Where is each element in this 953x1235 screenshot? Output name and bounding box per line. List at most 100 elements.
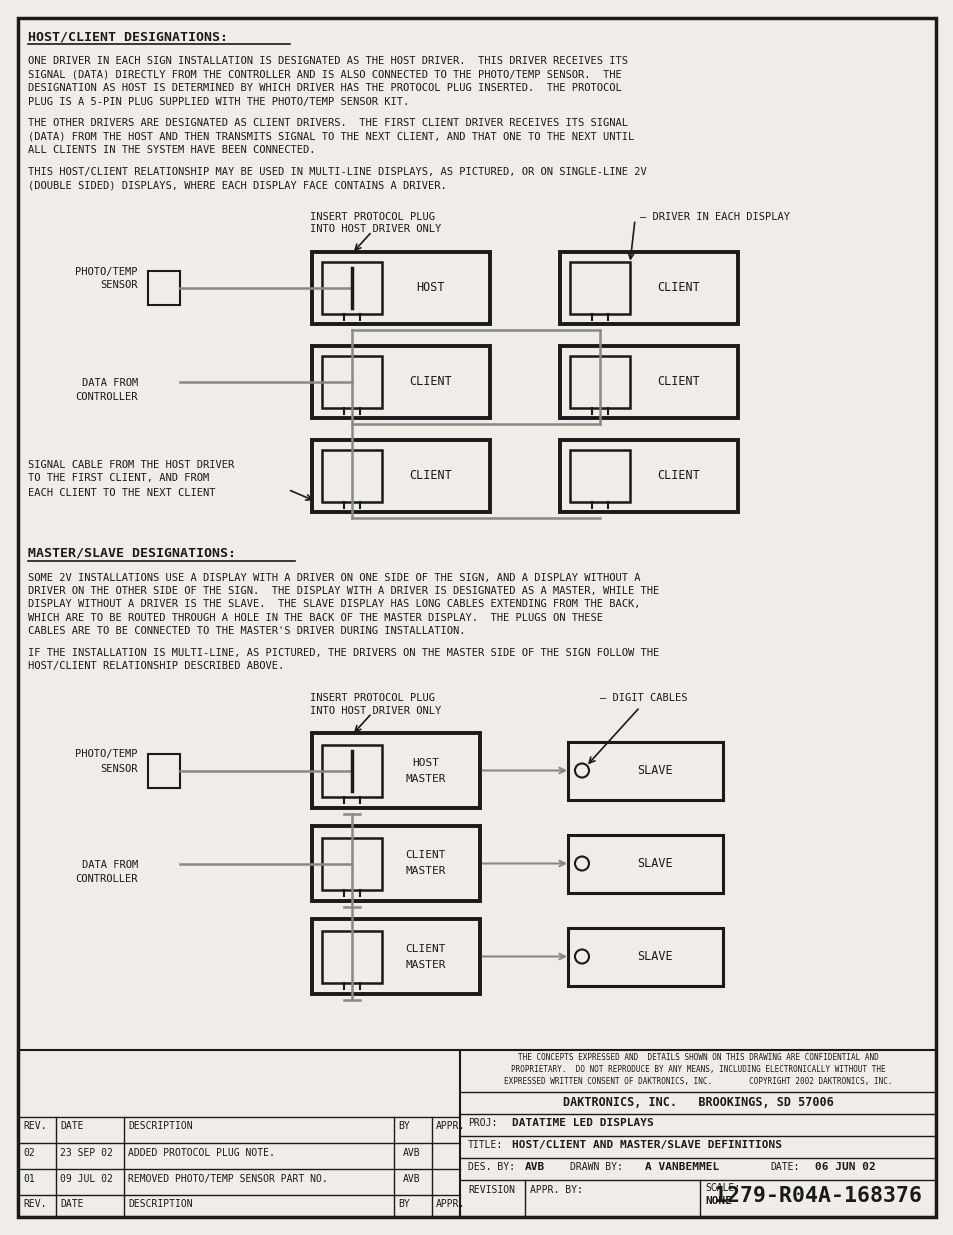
Bar (312, 346, 490, 417)
Text: — DIGIT CABLES: — DIGIT CABLES (599, 693, 687, 703)
Text: CLIENT: CLIENT (409, 375, 452, 388)
Text: THIS HOST/CLIENT RELATIONSHIP MAY BE USED IN MULTI-LINE DISPLAYS, AS PICTURED, O: THIS HOST/CLIENT RELATIONSHIP MAY BE USE… (28, 167, 646, 177)
Text: INTO HOST DRIVER ONLY: INTO HOST DRIVER ONLY (310, 225, 441, 235)
Text: EACH CLIENT TO THE NEXT CLIENT: EACH CLIENT TO THE NEXT CLIENT (28, 488, 215, 498)
Text: CLIENT: CLIENT (657, 375, 700, 388)
Text: PHOTO/TEMP: PHOTO/TEMP (75, 750, 138, 760)
Bar (322, 745, 381, 797)
Bar (322, 450, 381, 501)
Text: DATA FROM: DATA FROM (82, 378, 138, 388)
Text: PHOTO/TEMP: PHOTO/TEMP (75, 267, 138, 277)
Text: CONTROLLER: CONTROLLER (75, 873, 138, 883)
Text: SENSOR: SENSOR (100, 280, 138, 290)
Text: IF THE INSTALLATION IS MULTI-LINE, AS PICTURED, THE DRIVERS ON THE MASTER SIDE O: IF THE INSTALLATION IS MULTI-LINE, AS PI… (28, 648, 659, 658)
Text: REV.: REV. (23, 1199, 47, 1209)
Text: AVB: AVB (402, 1174, 420, 1184)
Text: HOST: HOST (416, 282, 445, 294)
Text: BY: BY (397, 1199, 410, 1209)
Text: 01: 01 (23, 1174, 34, 1184)
Text: THE OTHER DRIVERS ARE DESIGNATED AS CLIENT DRIVERS.  THE FIRST CLIENT DRIVER REC: THE OTHER DRIVERS ARE DESIGNATED AS CLIE… (28, 119, 627, 128)
Text: A VANBEMMEL: A VANBEMMEL (644, 1162, 719, 1172)
Text: TITLE:: TITLE: (468, 1140, 503, 1150)
Bar (322, 262, 381, 314)
Bar (567, 835, 722, 893)
Bar (567, 927, 722, 986)
Bar (312, 440, 490, 511)
Text: BY: BY (397, 1121, 410, 1131)
Text: HOST/CLIENT RELATIONSHIP DESCRIBED ABOVE.: HOST/CLIENT RELATIONSHIP DESCRIBED ABOVE… (28, 662, 284, 672)
Text: 1279-R04A-168376: 1279-R04A-168376 (713, 1186, 921, 1207)
Bar (312, 826, 479, 902)
Text: THE CONCEPTS EXPRESSED AND  DETAILS SHOWN ON THIS DRAWING ARE CONFIDENTIAL AND: THE CONCEPTS EXPRESSED AND DETAILS SHOWN… (517, 1053, 878, 1062)
Text: AVB: AVB (524, 1162, 545, 1172)
Text: DATE:: DATE: (769, 1162, 799, 1172)
Bar (312, 919, 479, 994)
Text: — DRIVER IN EACH DISPLAY: — DRIVER IN EACH DISPLAY (639, 211, 789, 221)
Text: CLIENT: CLIENT (405, 851, 446, 861)
Text: SIGNAL CABLE FROM THE HOST DRIVER: SIGNAL CABLE FROM THE HOST DRIVER (28, 459, 234, 469)
Text: CABLES ARE TO BE CONNECTED TO THE MASTER'S DRIVER DURING INSTALLATION.: CABLES ARE TO BE CONNECTED TO THE MASTER… (28, 626, 465, 636)
Bar (569, 262, 629, 314)
Text: DATE: DATE (60, 1199, 84, 1209)
Bar (312, 734, 479, 808)
Bar (569, 356, 629, 408)
Text: APPR. BY:: APPR. BY: (530, 1186, 582, 1195)
Text: 06 JUN 02: 06 JUN 02 (814, 1162, 875, 1172)
Text: INTO HOST DRIVER ONLY: INTO HOST DRIVER ONLY (310, 706, 441, 716)
Text: DISPLAY WITHOUT A DRIVER IS THE SLAVE.  THE SLAVE DISPLAY HAS LONG CABLES EXTEND: DISPLAY WITHOUT A DRIVER IS THE SLAVE. T… (28, 599, 639, 610)
Bar (559, 252, 738, 324)
Circle shape (575, 857, 588, 871)
Bar (322, 356, 381, 408)
Text: AVB: AVB (402, 1149, 420, 1158)
Bar (559, 440, 738, 511)
Text: ONE DRIVER IN EACH SIGN INSTALLATION IS DESIGNATED AS THE HOST DRIVER.  THIS DRI: ONE DRIVER IN EACH SIGN INSTALLATION IS … (28, 56, 627, 65)
Text: SOME 2V INSTALLATIONS USE A DISPLAY WITH A DRIVER ON ONE SIDE OF THE SIGN, AND A: SOME 2V INSTALLATIONS USE A DISPLAY WITH… (28, 573, 639, 583)
Text: PROJ:: PROJ: (468, 1118, 497, 1128)
Text: SENSOR: SENSOR (100, 763, 138, 773)
Text: 02: 02 (23, 1149, 34, 1158)
Bar (148, 753, 180, 788)
Text: CLIENT: CLIENT (409, 469, 452, 482)
Circle shape (575, 950, 588, 963)
Text: DRIVER ON THE OTHER SIDE OF THE SIGN.  THE DISPLAY WITH A DRIVER IS DESIGNATED A: DRIVER ON THE OTHER SIDE OF THE SIGN. TH… (28, 585, 659, 597)
Text: NONE: NONE (704, 1195, 731, 1207)
Text: HOST/CLIENT AND MASTER/SLAVE DEFINITIONS: HOST/CLIENT AND MASTER/SLAVE DEFINITIONS (512, 1140, 781, 1150)
Text: ADDED PROTOCOL PLUG NOTE.: ADDED PROTOCOL PLUG NOTE. (128, 1149, 274, 1158)
Text: TO THE FIRST CLIENT, AND FROM: TO THE FIRST CLIENT, AND FROM (28, 473, 209, 483)
Bar (148, 270, 180, 305)
Text: CLIENT: CLIENT (657, 469, 700, 482)
Text: DATA FROM: DATA FROM (82, 860, 138, 869)
Bar (567, 741, 722, 799)
Text: HOST/CLIENT DESIGNATIONS:: HOST/CLIENT DESIGNATIONS: (28, 30, 228, 43)
Text: EXPRESSED WRITTEN CONSENT OF DAKTRONICS, INC.        COPYRIGHT 2002 DAKTRONICS, : EXPRESSED WRITTEN CONSENT OF DAKTRONICS,… (503, 1077, 891, 1086)
Text: 23 SEP 02: 23 SEP 02 (60, 1149, 112, 1158)
Circle shape (575, 763, 588, 778)
Text: SLAVE: SLAVE (637, 950, 673, 963)
Text: CLIENT: CLIENT (405, 944, 446, 953)
Text: REMOVED PHOTO/TEMP SENSOR PART NO.: REMOVED PHOTO/TEMP SENSOR PART NO. (128, 1174, 328, 1184)
Bar (18, 1050, 935, 1216)
Text: MASTER: MASTER (405, 773, 446, 783)
Text: SLAVE: SLAVE (637, 857, 673, 869)
Text: (DOUBLE SIDED) DISPLAYS, WHERE EACH DISPLAY FACE CONTAINS A DRIVER.: (DOUBLE SIDED) DISPLAYS, WHERE EACH DISP… (28, 180, 446, 190)
Bar (322, 930, 381, 983)
Text: PLUG IS A 5-PIN PLUG SUPPLIED WITH THE PHOTO/TEMP SENSOR KIT.: PLUG IS A 5-PIN PLUG SUPPLIED WITH THE P… (28, 96, 409, 106)
Text: (DATA) FROM THE HOST AND THEN TRANSMITS SIGNAL TO THE NEXT CLIENT, AND THAT ONE : (DATA) FROM THE HOST AND THEN TRANSMITS … (28, 131, 634, 142)
Text: MASTER: MASTER (405, 960, 446, 969)
Text: INSERT PROTOCOL PLUG: INSERT PROTOCOL PLUG (310, 211, 435, 221)
Text: REV.: REV. (23, 1121, 47, 1131)
Text: DRAWN BY:: DRAWN BY: (569, 1162, 622, 1172)
Text: DES. BY:: DES. BY: (468, 1162, 515, 1172)
Text: SCALE:: SCALE: (704, 1183, 740, 1193)
Text: PROPRIETARY.  DO NOT REPRODUCE BY ANY MEANS, INCLUDING ELECTRONICALLY WITHOUT TH: PROPRIETARY. DO NOT REPRODUCE BY ANY MEA… (510, 1065, 884, 1074)
Bar (322, 837, 381, 889)
Text: CONTROLLER: CONTROLLER (75, 391, 138, 401)
Text: SLAVE: SLAVE (637, 764, 673, 777)
Text: ALL CLIENTS IN THE SYSTEM HAVE BEEN CONNECTED.: ALL CLIENTS IN THE SYSTEM HAVE BEEN CONN… (28, 144, 315, 156)
Bar (559, 346, 738, 417)
Text: DESIGNATION AS HOST IS DETERMINED BY WHICH DRIVER HAS THE PROTOCOL PLUG INSERTED: DESIGNATION AS HOST IS DETERMINED BY WHI… (28, 83, 621, 93)
Text: INSERT PROTOCOL PLUG: INSERT PROTOCOL PLUG (310, 693, 435, 703)
Text: CLIENT: CLIENT (657, 282, 700, 294)
Text: DATATIME LED DISPLAYS: DATATIME LED DISPLAYS (512, 1118, 653, 1128)
Text: DATE: DATE (60, 1121, 84, 1131)
